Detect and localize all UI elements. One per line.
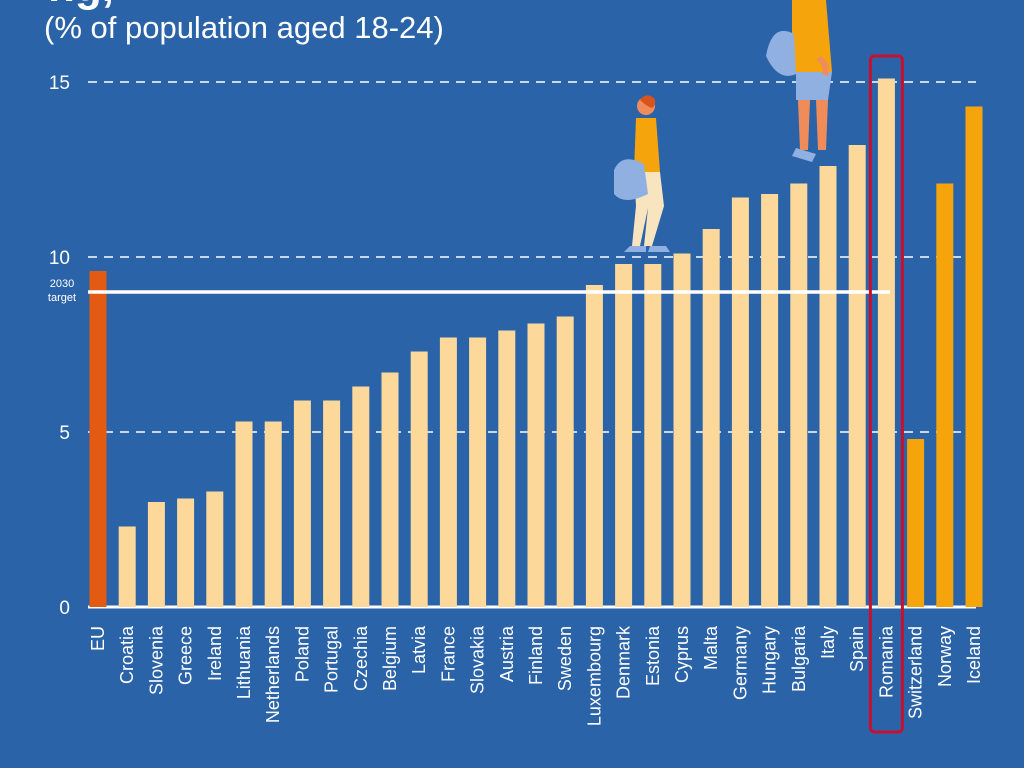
bar-estonia: [644, 264, 662, 607]
bar-czechia: [352, 386, 370, 607]
x-category-label: Slovenia: [146, 625, 166, 695]
x-category-label: Sweden: [555, 626, 575, 691]
chart-title-partial: ng,: [48, 0, 114, 12]
bar-malta: [702, 229, 720, 607]
x-category-label: France: [438, 626, 458, 682]
x-category-label: Czechia: [351, 625, 371, 691]
bar-bulgaria: [790, 183, 808, 607]
x-axis-labels: EU Croatia Slovenia Greece Ireland Lithuania N…: [88, 625, 984, 726]
bar-france: [439, 337, 457, 607]
x-category-label: Belgium: [380, 626, 400, 691]
x-category-label: Netherlands: [263, 626, 283, 723]
x-category-label: Bulgaria: [789, 625, 809, 692]
x-category-label: Cyprus: [672, 626, 692, 683]
target-line-group: 2030 target: [48, 278, 890, 304]
target-label-line2: target: [48, 292, 76, 304]
x-category-label: Denmark: [614, 625, 634, 699]
bar-portugal: [323, 400, 341, 607]
bar-belgium: [381, 372, 399, 607]
walking-woman-illustration: [614, 95, 670, 252]
x-category-label: Lithuania: [234, 625, 254, 699]
bar-germany: [731, 197, 749, 607]
bar-netherlands: [264, 421, 282, 607]
x-category-label: Portugal: [322, 626, 342, 693]
x-category-label: Greece: [176, 626, 196, 685]
man-shirt: [792, 0, 832, 72]
man-backpack: [766, 30, 796, 76]
bar-latvia: [410, 351, 428, 607]
woman-shirt: [634, 118, 660, 172]
target-label-line1: 2030: [50, 278, 74, 290]
bar-denmark: [615, 264, 633, 607]
y-axis-ticks: 0 5 10 15: [49, 73, 70, 619]
bar-luxembourg: [585, 285, 603, 607]
x-category-label: Finland: [526, 626, 546, 685]
x-category-label: Ireland: [205, 626, 225, 681]
x-category-label: Germany: [730, 626, 750, 700]
man-leg-left: [798, 100, 810, 150]
bars-group: [89, 78, 983, 607]
bar-norway: [936, 183, 954, 607]
bar-lithuania: [235, 421, 253, 607]
man-shoe-left: [792, 148, 816, 162]
x-category-label: Romania: [876, 625, 896, 698]
x-category-label: Luxembourg: [584, 626, 604, 726]
bar-poland: [293, 400, 311, 607]
x-category-label: Austria: [497, 625, 517, 682]
highlight-box-romania: [868, 54, 904, 734]
walking-man-illustration: [766, 0, 832, 162]
man-leg-right: [816, 100, 828, 150]
x-category-label: Switzerland: [906, 626, 926, 719]
x-category-label: Poland: [292, 626, 312, 682]
bar-italy: [819, 166, 837, 607]
bar-sweden: [556, 316, 574, 607]
bar-austria: [498, 330, 516, 607]
x-category-label: Slovakia: [468, 625, 488, 694]
bar-greece: [177, 498, 195, 607]
bar-croatia: [118, 526, 136, 607]
x-category-label: Norway: [935, 626, 955, 687]
woman-bag: [614, 159, 648, 200]
y-tick-label: 10: [49, 248, 70, 269]
bar-slovenia: [147, 502, 165, 607]
x-category-label: Latvia: [409, 625, 429, 674]
x-category-label: Croatia: [117, 625, 137, 684]
bar-slovakia: [469, 337, 487, 607]
x-category-label: EU: [88, 626, 108, 651]
x-category-label: Estonia: [643, 625, 663, 686]
x-category-label: Iceland: [964, 626, 984, 684]
x-category-label: Spain: [847, 626, 867, 672]
bar-finland: [527, 323, 545, 607]
bar-switzerland: [907, 439, 925, 607]
y-tick-label: 15: [49, 73, 70, 94]
x-category-label: Italy: [818, 626, 838, 659]
highlight-group: [868, 54, 904, 734]
woman-hair: [640, 95, 656, 108]
woman-shoe-left: [624, 246, 646, 252]
x-category-label: Malta: [701, 625, 721, 670]
man-shorts: [796, 72, 832, 100]
man-arm: [816, 56, 829, 76]
y-tick-label: 0: [59, 598, 70, 619]
bar-hungary: [761, 194, 779, 607]
bar-spain: [848, 145, 866, 607]
bar-iceland: [965, 106, 983, 607]
x-category-label: Hungary: [760, 626, 780, 694]
bar-cyprus: [673, 253, 691, 607]
bar-romania: [877, 78, 895, 607]
bar-ireland: [206, 491, 224, 607]
y-tick-label: 5: [59, 423, 70, 444]
woman-shoe-right: [648, 246, 670, 252]
bar-eu: [89, 271, 107, 607]
chart-subtitle: (% of population aged 18-24): [44, 10, 444, 45]
